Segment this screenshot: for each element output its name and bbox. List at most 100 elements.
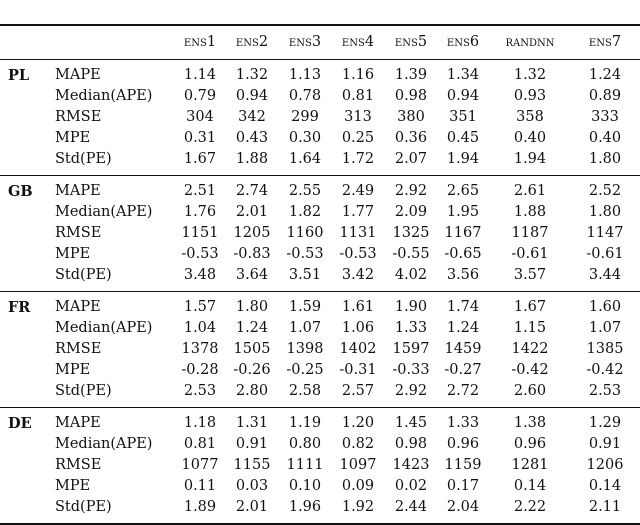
value-cell: -0.42 — [586, 362, 624, 378]
value-cell: 0.80 — [288, 436, 322, 452]
value-cell: 0.02 — [394, 478, 428, 494]
value-cell: 299 — [291, 109, 319, 125]
table-row: MPE -0.53 -0.83 -0.53 -0.53 -0.55 -0.65 -0.61 -0… — [0, 244, 640, 265]
value-cell: -0.33 — [392, 362, 430, 378]
value-cell: 1.33 — [446, 415, 480, 431]
value-cell: -0.61 — [586, 246, 624, 262]
column-header: ens3 — [288, 34, 322, 50]
value-cell: 2.04 — [446, 499, 480, 515]
metric-label: Median(APE) — [55, 436, 153, 452]
value-cell: 1147 — [586, 225, 624, 241]
value-cell: 0.96 — [446, 436, 480, 452]
table-row: RMSE 1077 1155 1111 1097 1423 1159 1281 1206 — [0, 455, 640, 476]
value-cell: 2.74 — [235, 183, 269, 199]
value-cell: 1.82 — [288, 204, 322, 220]
column-header: ens1 — [183, 34, 217, 50]
metric-label: Std(PE) — [55, 499, 112, 515]
value-cell: 0.96 — [513, 436, 547, 452]
table-row: DE MAPE 1.18 1.31 1.19 1.20 1.45 1.33 1.38 1.29 — [0, 413, 640, 434]
table-row: MPE -0.28 -0.26 -0.25 -0.31 -0.33 -0.27 -0.42 -0… — [0, 360, 640, 381]
value-cell: 2.01 — [235, 204, 269, 220]
metric-label: Std(PE) — [55, 151, 112, 167]
value-cell: 1.77 — [341, 204, 375, 220]
table-row: RMSE 1378 1505 1398 1402 1597 1459 1422 1385 — [0, 339, 640, 360]
value-cell: 0.14 — [588, 478, 622, 494]
metric-label: MPE — [55, 130, 91, 146]
value-cell: -0.83 — [233, 246, 271, 262]
metric-label: RMSE — [55, 457, 102, 473]
group-divider — [0, 407, 640, 408]
value-cell: 2.07 — [394, 151, 428, 167]
table-row: RMSE 304 342 299 313 380 351 358 333 — [0, 107, 640, 128]
value-cell: 1155 — [233, 457, 271, 473]
header-rule — [0, 59, 640, 60]
value-cell: 1.92 — [341, 499, 375, 515]
value-cell: 351 — [449, 109, 477, 125]
value-cell: 1.24 — [446, 320, 480, 336]
value-cell: 1.72 — [341, 151, 375, 167]
value-cell: 333 — [591, 109, 619, 125]
value-cell: -0.55 — [392, 246, 430, 262]
value-cell: 1159 — [444, 457, 482, 473]
value-cell: 1167 — [444, 225, 482, 241]
metric-label: MAPE — [55, 299, 101, 315]
value-cell: 2.65 — [446, 183, 480, 199]
value-cell: -0.31 — [339, 362, 377, 378]
value-cell: 1398 — [286, 341, 324, 357]
value-cell: 0.43 — [235, 130, 269, 146]
value-cell: 1.80 — [235, 299, 269, 315]
value-cell: 3.44 — [588, 267, 622, 283]
value-cell: 1.88 — [513, 204, 547, 220]
value-cell: 0.82 — [341, 436, 375, 452]
value-cell: 1423 — [392, 457, 430, 473]
value-cell: 1.74 — [446, 299, 480, 315]
value-cell: 1.14 — [183, 67, 217, 83]
value-cell: 1.90 — [394, 299, 428, 315]
value-cell: -0.27 — [444, 362, 482, 378]
value-cell: 0.10 — [288, 478, 322, 494]
value-cell: 1.16 — [341, 67, 375, 83]
table-row: PL MAPE 1.14 1.32 1.13 1.16 1.39 1.34 1.32 1.24 — [0, 65, 640, 86]
value-cell: 1505 — [233, 341, 271, 357]
metric-label: MPE — [55, 478, 91, 494]
value-cell: 1281 — [511, 457, 549, 473]
value-cell: 2.61 — [513, 183, 547, 199]
value-cell: 3.64 — [235, 267, 269, 283]
value-cell: 2.52 — [588, 183, 622, 199]
value-cell: 1097 — [339, 457, 377, 473]
value-cell: 313 — [344, 109, 372, 125]
value-cell: 1.24 — [235, 320, 269, 336]
value-cell: 2.60 — [513, 383, 547, 399]
group-divider — [0, 291, 640, 292]
value-cell: 3.56 — [446, 267, 480, 283]
value-cell: -0.61 — [511, 246, 549, 262]
country-label: DE — [8, 415, 32, 432]
value-cell: 1.45 — [394, 415, 428, 431]
value-cell: 1151 — [181, 225, 219, 241]
value-cell: 1422 — [511, 341, 549, 357]
value-cell: 0.03 — [235, 478, 269, 494]
value-cell: -0.53 — [286, 246, 324, 262]
value-cell: 1.13 — [288, 67, 322, 83]
value-cell: 0.93 — [513, 88, 547, 104]
table-row: RMSE 1151 1205 1160 1131 1325 1167 1187 1147 — [0, 223, 640, 244]
metric-label: RMSE — [55, 109, 102, 125]
value-cell: 1.29 — [588, 415, 622, 431]
value-cell: 1111 — [286, 457, 324, 473]
value-cell: 2.11 — [588, 499, 622, 515]
value-cell: 1325 — [392, 225, 430, 241]
group-divider — [0, 175, 640, 176]
value-cell: 3.42 — [341, 267, 375, 283]
value-cell: 3.48 — [183, 267, 217, 283]
value-cell: 0.40 — [513, 130, 547, 146]
value-cell: 2.53 — [183, 383, 217, 399]
value-cell: 0.81 — [183, 436, 217, 452]
value-cell: 2.09 — [394, 204, 428, 220]
table-row: Median(APE) 0.81 0.91 0.80 0.82 0.98 0.96 0.96 0… — [0, 434, 640, 455]
table-row: MPE 0.11 0.03 0.10 0.09 0.02 0.17 0.14 0.14 — [0, 476, 640, 497]
metric-label: Median(APE) — [55, 204, 153, 220]
value-cell: 1.15 — [513, 320, 547, 336]
value-cell: 1.04 — [183, 320, 217, 336]
value-cell: 2.57 — [341, 383, 375, 399]
table-row: MPE 0.31 0.43 0.30 0.25 0.36 0.45 0.40 0.40 — [0, 128, 640, 149]
